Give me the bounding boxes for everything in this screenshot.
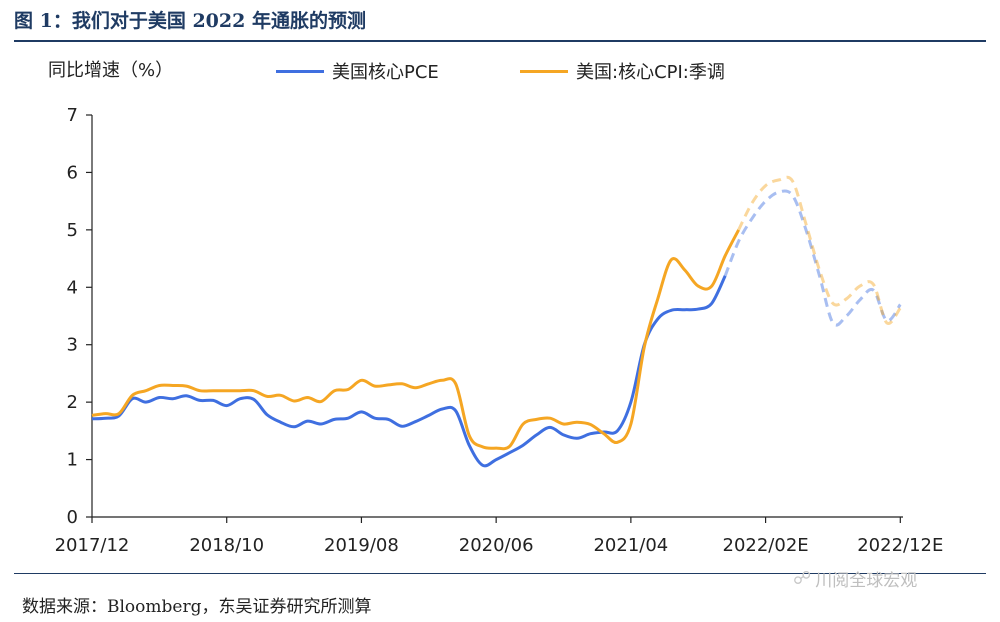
y-tick-label: 1 (67, 450, 78, 471)
chart-axes: 0 1 2 3 4 5 6 7 2017/12 2018/10 2019/08 2020/06 2021… (55, 105, 944, 556)
x-tick-label: 2022/12E (857, 535, 943, 556)
chart-lines (91, 175, 902, 468)
x-tick-label: 2019/08 (324, 535, 399, 556)
source-note: 数据来源：Bloomberg，东吴证券研究所测算 (22, 597, 372, 617)
line-chart: 0 1 2 3 4 5 6 7 2017/12 2018/10 2019/08 2020/06 2021… (55, 105, 944, 556)
legend-swatch-pce (276, 69, 324, 73)
series-cpi-forecast-line (737, 175, 902, 325)
y-axis-label: 同比增速（%） (48, 60, 174, 81)
legend-label-cpi: 美国:核心CPI:季调 (576, 62, 725, 83)
legend-swatch-cpi (520, 69, 568, 73)
y-tick-label: 0 (67, 507, 78, 528)
y-tick-label: 3 (67, 335, 78, 356)
x-tick-label: 2018/10 (189, 535, 264, 556)
watermark: ☍ 川阅全球宏观 (793, 566, 917, 591)
chart-title: 图 1：我们对于美国 2022 年通胀的预测 (14, 10, 366, 32)
legend-item-pce: 美国核心PCE (276, 58, 439, 84)
x-tick-label: 2021/04 (593, 535, 668, 556)
legend-label-pce: 美国核心PCE (332, 62, 439, 83)
series-pce-actual-line (91, 275, 727, 468)
y-tick-label: 4 (67, 277, 78, 298)
series-cpi-actual-line (91, 229, 740, 451)
x-tick-label: 2017/12 (55, 535, 130, 556)
y-tick-label: 7 (67, 105, 78, 126)
watermark-text: 川阅全球宏观 (815, 571, 918, 591)
wechat-icon: ☍ (793, 568, 812, 589)
bottom-rule (14, 573, 986, 574)
y-tick-label: 2 (67, 392, 78, 413)
y-tick-label: 5 (67, 220, 78, 241)
top-rule (14, 40, 986, 42)
y-tick-label: 6 (67, 162, 78, 183)
x-tick-label: 2022/02E (723, 535, 809, 556)
legend-item-cpi: 美国:核心CPI:季调 (520, 58, 725, 84)
x-tick-label: 2020/06 (459, 535, 534, 556)
series-pce-forecast-line (723, 189, 902, 327)
